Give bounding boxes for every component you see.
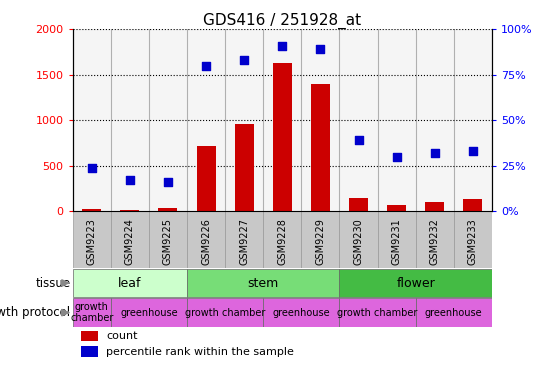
Bar xyxy=(235,124,254,211)
Point xyxy=(316,46,325,52)
Bar xyxy=(311,84,330,211)
Bar xyxy=(187,211,225,268)
Text: growth protocol: growth protocol xyxy=(0,306,70,319)
Bar xyxy=(111,29,149,211)
Bar xyxy=(73,29,111,211)
Text: GSM9224: GSM9224 xyxy=(125,218,135,265)
Bar xyxy=(120,210,139,211)
Bar xyxy=(81,346,98,357)
Bar xyxy=(149,29,187,211)
Bar xyxy=(301,29,339,211)
Bar xyxy=(416,29,454,211)
Bar xyxy=(339,269,492,297)
Point xyxy=(392,154,401,160)
Bar xyxy=(158,208,178,211)
Bar xyxy=(339,298,416,327)
Bar xyxy=(197,146,216,211)
Point xyxy=(354,137,363,143)
Bar xyxy=(339,29,377,211)
Text: greenhouse: greenhouse xyxy=(120,307,178,318)
Bar xyxy=(225,29,263,211)
Bar xyxy=(111,298,187,327)
Text: growth chamber: growth chamber xyxy=(338,307,418,318)
Bar xyxy=(187,269,339,297)
Text: greenhouse: greenhouse xyxy=(273,307,330,318)
Bar xyxy=(225,211,263,268)
Point xyxy=(278,43,287,49)
Text: GSM9228: GSM9228 xyxy=(277,218,287,265)
Text: flower: flower xyxy=(396,277,435,290)
Text: GSM9227: GSM9227 xyxy=(239,218,249,265)
Bar xyxy=(73,269,187,297)
Bar xyxy=(73,211,111,268)
Bar xyxy=(187,298,263,327)
Bar xyxy=(73,298,111,327)
Bar xyxy=(416,211,454,268)
Point xyxy=(468,148,477,154)
Bar xyxy=(349,198,368,211)
Text: leaf: leaf xyxy=(118,277,141,290)
Bar xyxy=(463,199,482,211)
Point xyxy=(202,63,211,68)
Bar xyxy=(416,298,492,327)
Bar xyxy=(339,211,377,268)
Text: greenhouse: greenhouse xyxy=(425,307,482,318)
Bar xyxy=(454,211,492,268)
Bar xyxy=(82,209,101,211)
Bar xyxy=(425,202,444,211)
Text: GSM9225: GSM9225 xyxy=(163,218,173,265)
Text: GSM9233: GSM9233 xyxy=(468,218,478,265)
Bar xyxy=(301,211,339,268)
Point xyxy=(125,178,134,183)
Text: count: count xyxy=(106,331,138,341)
Text: growth chamber: growth chamber xyxy=(185,307,266,318)
Text: GSM9223: GSM9223 xyxy=(87,218,97,265)
Bar xyxy=(263,298,339,327)
Text: percentile rank within the sample: percentile rank within the sample xyxy=(106,347,294,357)
Point xyxy=(240,57,249,63)
Bar xyxy=(273,63,292,211)
Bar xyxy=(377,29,416,211)
Text: GSM9232: GSM9232 xyxy=(430,218,440,265)
Text: GSM9231: GSM9231 xyxy=(392,218,401,265)
Bar xyxy=(149,211,187,268)
Bar xyxy=(377,211,416,268)
Bar xyxy=(387,205,406,211)
Text: tissue: tissue xyxy=(35,277,70,290)
Bar xyxy=(263,211,301,268)
Title: GDS416 / 251928_at: GDS416 / 251928_at xyxy=(203,13,361,29)
Point xyxy=(430,150,439,156)
Text: GSM9230: GSM9230 xyxy=(353,218,363,265)
Bar xyxy=(81,330,98,341)
Text: GSM9229: GSM9229 xyxy=(315,218,325,265)
Bar xyxy=(454,29,492,211)
Text: growth
chamber: growth chamber xyxy=(70,302,113,324)
Text: GSM9226: GSM9226 xyxy=(201,218,211,265)
Bar xyxy=(187,29,225,211)
Bar xyxy=(263,29,301,211)
Bar xyxy=(111,211,149,268)
Point xyxy=(87,165,96,171)
Text: stem: stem xyxy=(248,277,279,290)
Point xyxy=(163,179,172,185)
